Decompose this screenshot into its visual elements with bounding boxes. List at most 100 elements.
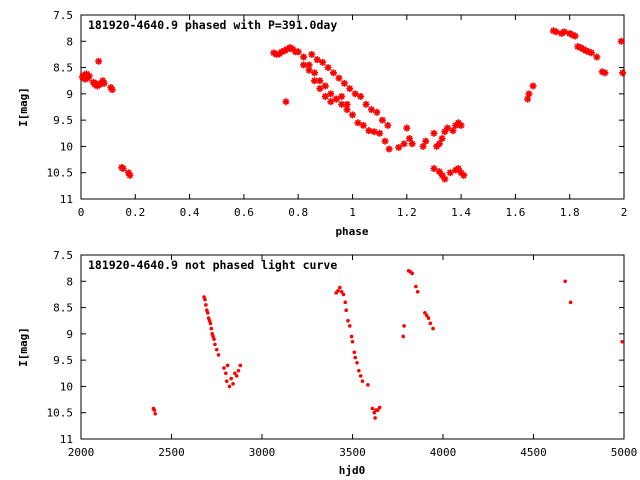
data-point	[549, 27, 557, 35]
data-point	[452, 121, 460, 129]
data-point	[283, 45, 291, 53]
data-point	[204, 303, 208, 307]
x-tick-label: 3000	[249, 446, 276, 459]
data-point	[92, 79, 100, 87]
data-point	[430, 165, 438, 173]
data-point	[229, 376, 234, 381]
y-tick-label: 10	[60, 380, 73, 393]
data-point	[372, 410, 377, 415]
data-point	[426, 316, 431, 320]
plot-frame	[80, 14, 625, 200]
data-point	[231, 382, 235, 386]
x-tick-label: 3500	[339, 446, 366, 459]
data-point	[108, 86, 116, 94]
data-point	[454, 119, 462, 127]
y-tick-label: 10.5	[47, 167, 74, 180]
data-point	[620, 339, 624, 344]
data-point	[294, 48, 302, 56]
data-point	[95, 57, 103, 65]
x-tick-label: 0.4	[180, 206, 200, 219]
data-point	[93, 82, 101, 90]
data-point	[308, 50, 316, 58]
data-point	[431, 326, 435, 331]
data-point	[457, 169, 465, 177]
data-point	[366, 383, 370, 387]
plot-frame	[80, 254, 625, 440]
data-point	[577, 44, 585, 52]
data-point	[238, 363, 243, 368]
data-points	[151, 268, 624, 420]
y-tick-label: 9	[66, 328, 73, 341]
y-tick-label: 8.5	[53, 302, 73, 315]
data-point	[80, 71, 88, 79]
y-tick-label: 9	[66, 88, 73, 101]
x-tick-label: 5000	[611, 446, 638, 459]
data-point	[343, 300, 348, 305]
data-point	[270, 49, 278, 57]
data-point	[85, 72, 93, 80]
data-point	[153, 411, 158, 416]
data-point	[422, 137, 430, 145]
data-point	[236, 368, 241, 373]
data-point	[360, 379, 365, 383]
data-point	[357, 368, 361, 373]
data-point	[344, 308, 348, 313]
data-point	[347, 324, 352, 328]
y-tick-label: 8	[66, 35, 73, 48]
data-point	[587, 49, 595, 57]
x-axis-ticks: 0 0.2 0.4 0.6 0.8 1 1.2 1.4 1.6 1.8 2	[78, 15, 628, 219]
data-point	[446, 169, 454, 177]
data-point	[224, 371, 228, 376]
data-point	[234, 374, 239, 378]
data-point	[441, 128, 449, 136]
data-point	[359, 121, 367, 129]
data-point	[579, 45, 587, 53]
data-point	[316, 85, 324, 93]
data-point	[305, 61, 313, 69]
x-tick-label: 2	[621, 206, 628, 219]
data-point	[435, 140, 443, 148]
data-point	[300, 61, 308, 69]
data-point	[313, 56, 321, 64]
data-point	[438, 135, 446, 143]
y-tick-label: 11	[60, 433, 73, 446]
unphased-light-curve-chart: 2000 2500 3000 3500 4000 4500 5000 7.5 8 8.5 9 9.5…	[17, 249, 637, 477]
data-point	[305, 66, 313, 74]
data-point	[126, 171, 134, 179]
data-point	[444, 124, 452, 132]
y-tick-label: 9.5	[53, 354, 73, 367]
x-tick-label: 2500	[158, 446, 185, 459]
data-point	[452, 166, 460, 174]
y-tick-label: 7.5	[53, 9, 73, 22]
data-point	[441, 175, 449, 183]
data-point	[212, 337, 216, 341]
data-point	[209, 326, 214, 331]
data-point	[457, 121, 465, 129]
data-point	[324, 64, 332, 72]
data-point	[460, 171, 468, 179]
data-point	[349, 334, 354, 339]
data-point	[449, 127, 457, 135]
data-point	[125, 169, 133, 177]
data-point	[327, 90, 335, 98]
y-tick-label: 8	[66, 275, 73, 288]
data-point	[433, 142, 441, 150]
data-point	[349, 111, 356, 119]
y-tick-label: 9.5	[53, 114, 73, 127]
x-tick-label: 1.4	[451, 206, 471, 219]
data-point	[558, 29, 566, 37]
data-point	[222, 366, 226, 370]
data-point	[99, 77, 107, 85]
data-point	[332, 95, 340, 103]
data-point	[327, 98, 335, 106]
data-point	[336, 288, 340, 293]
data-point	[376, 129, 384, 137]
data-point	[524, 95, 532, 103]
data-point	[346, 85, 354, 93]
x-tick-label: 0.8	[288, 206, 308, 219]
phased-light-curve-chart: 0 0.2 0.4 0.6 0.8 1 1.2 1.4 1.6 1.8 2 7.5 8 8.5 9 9.5 1…	[17, 9, 627, 238]
data-point	[414, 284, 418, 289]
data-point	[423, 311, 427, 315]
data-point	[233, 371, 237, 376]
data-point	[214, 347, 219, 352]
